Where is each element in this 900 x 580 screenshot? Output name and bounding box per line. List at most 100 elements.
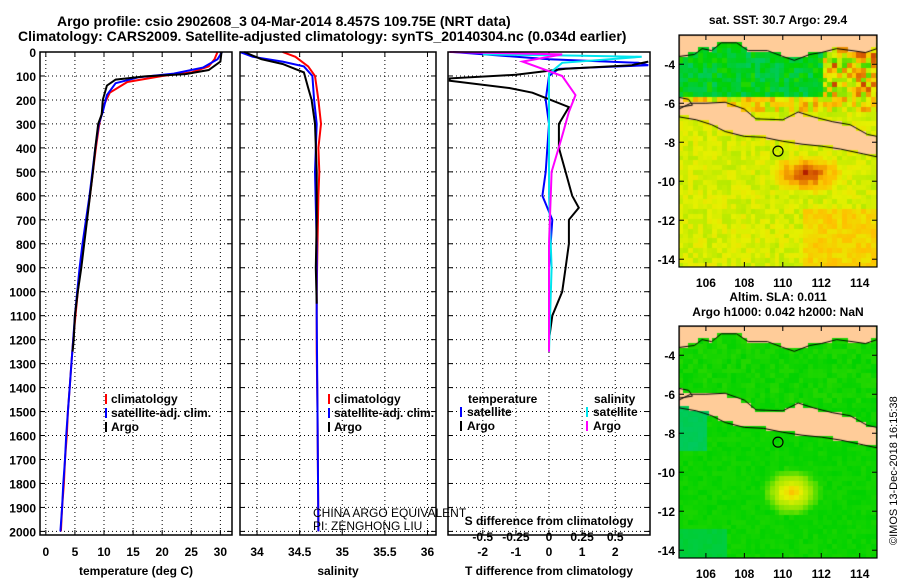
legend-label: Argo bbox=[467, 419, 495, 433]
x-tick-label: -2 bbox=[477, 545, 488, 559]
y-tick-label: 1100 bbox=[10, 310, 36, 324]
lat-tick-label: -6 bbox=[664, 97, 675, 111]
sst-map-title: sat. SST: 30.7 Argo: 29.4 bbox=[709, 13, 848, 27]
legend-label: satellite-adj. clim. bbox=[334, 406, 434, 420]
x2-tick-label: 0.25 bbox=[570, 530, 594, 544]
series-line-salinity-argo bbox=[449, 51, 577, 352]
y-tick-label: 1300 bbox=[9, 358, 36, 372]
lon-tick-label: 110 bbox=[773, 567, 793, 580]
y-tick-label: 1900 bbox=[9, 501, 36, 515]
y-tick-label: 0 bbox=[29, 46, 36, 60]
lat-tick-label: -8 bbox=[664, 136, 675, 150]
x-axis-label: salinity bbox=[317, 564, 359, 578]
lon-tick-label: 112 bbox=[812, 567, 832, 580]
lat-tick-label: -4 bbox=[664, 349, 675, 363]
sst-map-axes: 106 108 110 112 114 -4 -6 -8 -10 -12 -14 bbox=[658, 34, 878, 290]
x-tick-label: 10 bbox=[97, 545, 111, 559]
y-tick-label: 1200 bbox=[9, 334, 36, 348]
x-tick-label: 25 bbox=[185, 545, 199, 559]
y-tick-label: 1800 bbox=[9, 477, 36, 491]
sla-map-axes: 106 108 110 112 114 -4 -6 -8 -10 -12 -14 bbox=[658, 325, 878, 580]
legend-label: satellite bbox=[593, 405, 638, 419]
title-line-2: Climatology: CARS2009. Satellite-adjuste… bbox=[18, 28, 627, 44]
map-frame bbox=[678, 325, 878, 559]
difference-profile-panel: -2 -1 0 1 2 T difference from climatology bbox=[447, 51, 651, 578]
legend-label: Argo bbox=[593, 419, 621, 433]
x-tick-label: 2 bbox=[612, 545, 619, 559]
legend-label: climatology bbox=[334, 392, 401, 406]
y-tick-label: 400 bbox=[16, 142, 36, 156]
sla-map-title-1: Altim. SLA: 0.011 bbox=[729, 290, 827, 304]
title-line-1: Argo profile: csio 2902608_3 04-Mar-2014… bbox=[57, 13, 511, 29]
pi-annotation-line-2: PI: ZENGHONG LIU bbox=[313, 519, 422, 533]
series-line-satellite-adj-clim- bbox=[240, 51, 320, 532]
lon-tick-label: 108 bbox=[734, 276, 754, 290]
lon-tick-label: 114 bbox=[850, 567, 870, 580]
lon-tick-label: 106 bbox=[696, 567, 716, 580]
x2-tick-label: -0.25 bbox=[502, 530, 530, 544]
argo-location-marker bbox=[772, 436, 784, 448]
series-line-argo bbox=[243, 51, 318, 304]
x2-axis-label: S difference from climatology bbox=[465, 514, 634, 528]
x-tick-label: 35 bbox=[336, 545, 350, 559]
y-tick-label: 300 bbox=[16, 118, 36, 132]
temperature-profile-panel: 0 5 10 15 20 25 300100200300400500600700800900… bbox=[9, 46, 233, 578]
y-tick-label: 800 bbox=[16, 238, 36, 252]
lon-tick-label: 114 bbox=[850, 276, 870, 290]
legend-header-salinity: salinity bbox=[594, 392, 636, 406]
y-tick-label: 1700 bbox=[9, 453, 36, 467]
axes-box bbox=[39, 51, 233, 536]
y-tick-label: 1500 bbox=[9, 406, 36, 420]
y-tick-label: 900 bbox=[16, 262, 36, 276]
y-tick-label: 2000 bbox=[9, 525, 36, 539]
x-axis-label: T difference from climatology bbox=[465, 564, 633, 578]
argo-location-marker bbox=[772, 145, 784, 157]
x-tick-label: 0 bbox=[42, 545, 49, 559]
x2-tick-label: 0.5 bbox=[607, 530, 624, 544]
lon-tick-label: 110 bbox=[773, 276, 793, 290]
axes-box bbox=[239, 51, 437, 536]
x-tick-label: 36 bbox=[421, 545, 435, 559]
x2-tick-label: 0 bbox=[546, 530, 553, 544]
legend-label: satellite bbox=[467, 405, 512, 419]
y-tick-label: 1400 bbox=[9, 382, 36, 396]
series-line-argo bbox=[71, 51, 223, 352]
legend-label: satellite-adj. clim. bbox=[111, 406, 211, 420]
legend: temperature salinitysatelliteArgosatellit… bbox=[460, 392, 638, 544]
x-tick-label: 0 bbox=[546, 545, 553, 559]
series-line-salinity-satellite bbox=[482, 53, 642, 352]
x-tick-label: 15 bbox=[126, 545, 140, 559]
x-tick-label: 34.5 bbox=[288, 545, 312, 559]
y-tick-label: 200 bbox=[16, 94, 36, 108]
lat-tick-label: -14 bbox=[658, 253, 676, 267]
map-frame bbox=[678, 34, 878, 268]
legend-label: Argo bbox=[334, 420, 362, 434]
lon-tick-label: 106 bbox=[696, 276, 716, 290]
lat-tick-label: -10 bbox=[658, 175, 676, 189]
lat-tick-label: -12 bbox=[658, 505, 676, 519]
imos-watermark: ©IMOS 13-Dec-2018 16:15:38 bbox=[888, 396, 900, 545]
x-tick-label: 20 bbox=[156, 545, 170, 559]
lat-tick-label: -14 bbox=[658, 544, 676, 558]
axes-box bbox=[447, 51, 651, 536]
y-tick-label: 1600 bbox=[9, 430, 36, 444]
y-tick-label: 100 bbox=[16, 70, 36, 84]
legend-label: climatology bbox=[111, 392, 178, 406]
y-tick-label: 600 bbox=[16, 190, 36, 204]
lat-tick-label: -4 bbox=[664, 58, 675, 72]
pi-annotation-line-1: CHINA ARGO EQUIVALENT bbox=[313, 506, 467, 520]
lat-tick-label: -8 bbox=[664, 427, 675, 441]
x-tick-label: 35.5 bbox=[373, 545, 397, 559]
x2-tick-label: -0.5 bbox=[472, 530, 493, 544]
lat-tick-label: -10 bbox=[658, 466, 676, 480]
sla-map-raster bbox=[679, 326, 877, 558]
legend-header-temperature: temperature bbox=[468, 392, 538, 406]
legend-label: Argo bbox=[111, 420, 139, 434]
x-tick-label: -1 bbox=[511, 545, 522, 559]
lon-tick-label: 108 bbox=[734, 567, 754, 580]
salinity-profile-panel: 34 34.5 35 35.5 36 salinity bbox=[239, 51, 437, 578]
lon-tick-label: 112 bbox=[812, 276, 832, 290]
